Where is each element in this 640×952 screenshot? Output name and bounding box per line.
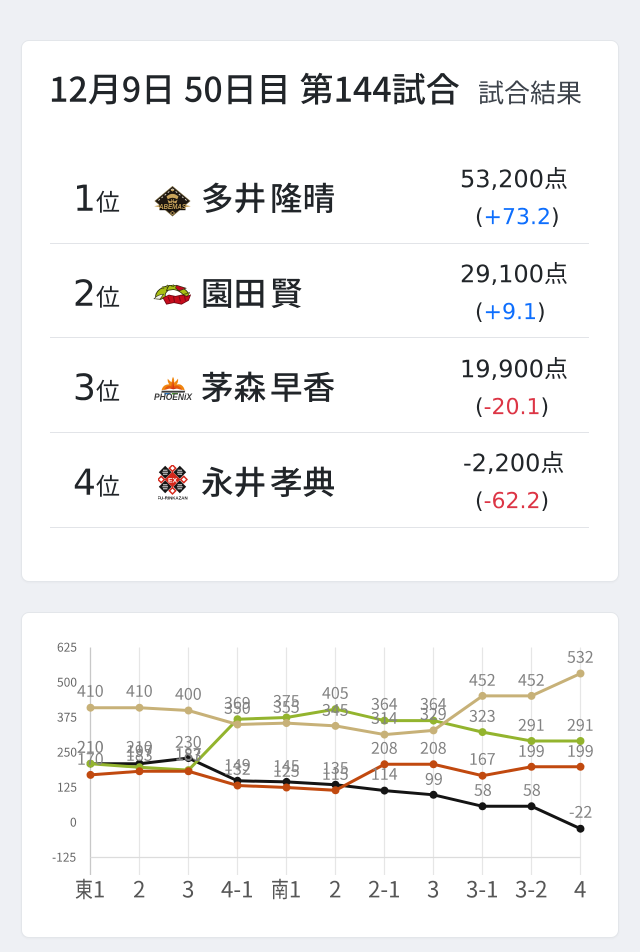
svg-text:PHOENiX: PHOENiX xyxy=(154,392,193,401)
svg-text:EX: EX xyxy=(168,477,178,484)
svg-text:ABEMAS: ABEMAS xyxy=(158,204,186,211)
svg-text:FU-RINKAZAN: FU-RINKAZAN xyxy=(158,495,188,500)
